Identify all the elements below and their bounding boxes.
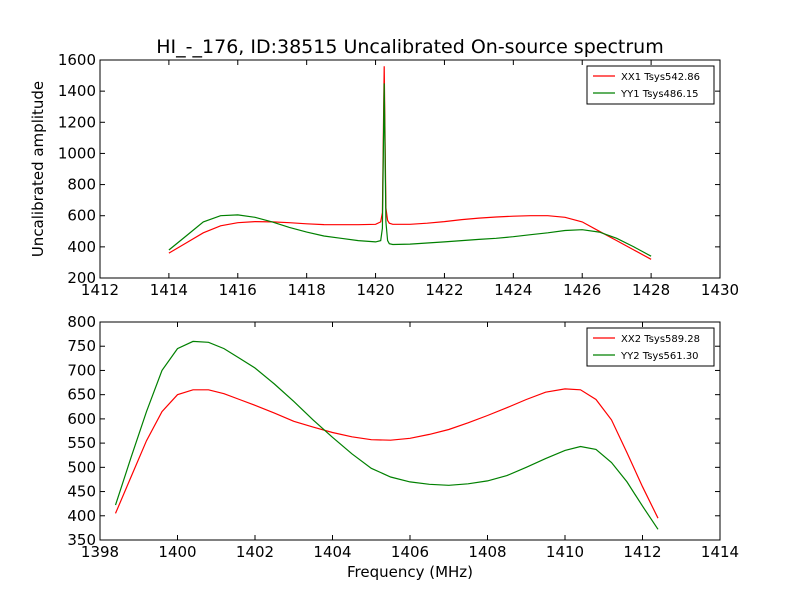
- bottom-x-tick-label: 1402: [236, 543, 274, 561]
- top-y-tick-label: 800: [67, 176, 96, 194]
- top-x-tick-label: 1426: [563, 281, 601, 299]
- top-x-tick-label: 1430: [701, 281, 739, 299]
- bottom-legend-label-1: XX2 Tsys589.28: [621, 334, 700, 345]
- bottom-series-line-1: [114, 388, 659, 519]
- top-x-tick-label: 1428: [632, 281, 670, 299]
- bottom-x-tick-label: 1406: [391, 543, 429, 561]
- top-legend: XX1 Tsys542.86 YY1 Tsys486.15: [586, 65, 715, 105]
- top-x-tick-label: 1422: [425, 281, 463, 299]
- bottom-y-tick-label: 550: [67, 434, 96, 452]
- bottom-series-line-2: [114, 340, 659, 530]
- bottom-legend: XX2 Tsys589.28 YY2 Tsys561.30: [586, 327, 715, 367]
- bottom-x-tick-label: 1400: [158, 543, 196, 561]
- top-y-tick-label: 1400: [58, 82, 96, 100]
- bottom-x-tick-label: 1404: [313, 543, 351, 561]
- bottom-y-tick-label: 700: [67, 361, 96, 379]
- top-y-tick-label: 200: [67, 269, 96, 287]
- top-y-tick-label: 400: [67, 238, 96, 256]
- top-plot-frame: [99, 59, 721, 279]
- top-x-tick-label: 1420: [356, 281, 394, 299]
- top-y-axis-label: Uncalibrated amplitude: [29, 81, 47, 257]
- bottom-y-tick-label: 750: [67, 337, 96, 355]
- bottom-y-tick-label: 500: [67, 458, 96, 476]
- bottom-y-tick-label: 650: [67, 386, 96, 404]
- top-y-tick-label: 1000: [58, 144, 96, 162]
- top-y-tick-label: 600: [67, 207, 96, 225]
- top-x-tick-label: 1412: [81, 281, 119, 299]
- top-x-tick-label: 1418: [288, 281, 326, 299]
- bottom-y-tick-label: 600: [67, 410, 96, 428]
- bottom-legend-box: [586, 327, 715, 367]
- bottom-x-tick-label: 1412: [623, 543, 661, 561]
- top-plot: 1412 1414 1416 1418 1420 1422 1424 1426 1428 1430…: [58, 51, 739, 299]
- top-x-tick-label: 1424: [494, 281, 532, 299]
- top-series-line-1: [168, 66, 652, 260]
- bottom-plot: 1398 1400 1402 1404 1406 1408 1410 1412 1414 350 4…: [67, 313, 739, 561]
- top-x-tick-label: 1416: [219, 281, 257, 299]
- top-y-tick-label: 1600: [58, 51, 96, 69]
- bottom-x-tick-label: 1398: [81, 543, 119, 561]
- bottom-y-tick-label: 450: [67, 483, 96, 501]
- top-legend-label-2: YY1 Tsys486.15: [620, 89, 699, 100]
- bottom-x-tick-label: 1410: [546, 543, 584, 561]
- top-series-line-2: [168, 83, 652, 257]
- bottom-x-tick-label: 1414: [701, 543, 739, 561]
- bottom-legend-label-2: YY2 Tsys561.30: [620, 351, 699, 362]
- top-legend-box: [586, 65, 715, 105]
- bottom-y-tick-label: 400: [67, 507, 96, 525]
- top-y-tick-label: 1200: [58, 113, 96, 131]
- bottom-x-axis-label: Frequency (MHz): [347, 563, 473, 581]
- top-x-tick-label: 1414: [150, 281, 188, 299]
- chart-title: HI_-_176, ID:38515 Uncalibrated On-sourc…: [156, 36, 663, 58]
- bottom-x-tick-label: 1408: [468, 543, 506, 561]
- bottom-y-tick-label: 350: [67, 531, 96, 549]
- bottom-y-tick-label: 800: [67, 313, 96, 331]
- top-legend-label-1: XX1 Tsys542.86: [621, 72, 700, 83]
